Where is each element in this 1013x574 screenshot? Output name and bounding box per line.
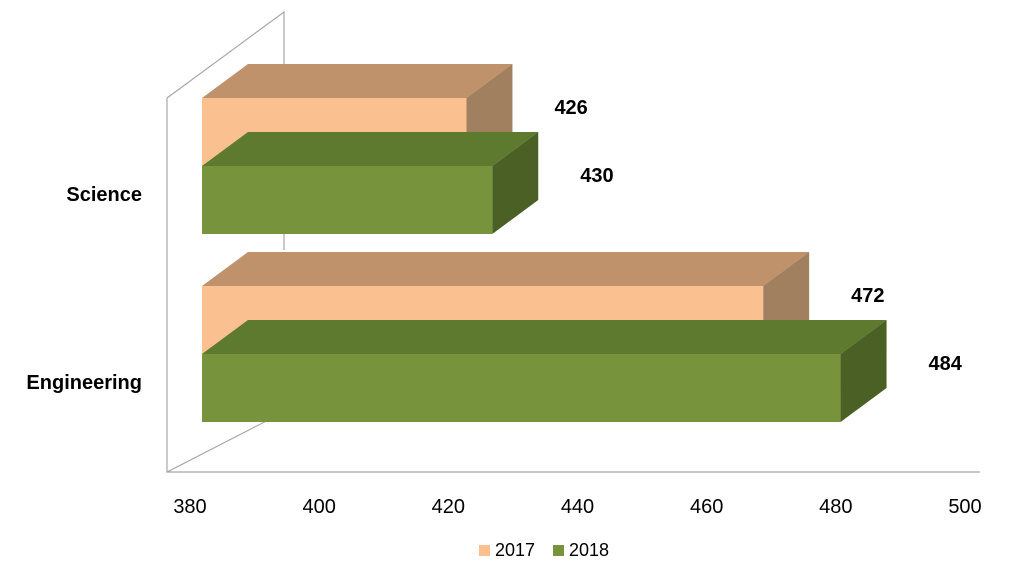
x-tick-label: 400 — [302, 496, 335, 518]
legend-swatch — [553, 545, 564, 556]
bar-top-face — [202, 320, 887, 354]
category-label-engineering: Engineering — [26, 372, 142, 394]
bar-front-face — [202, 166, 493, 234]
legend-item-2017: 2017 — [479, 540, 535, 560]
x-tick-label: 500 — [948, 496, 981, 518]
legend-item-2018: 2018 — [553, 540, 609, 560]
data-label-engineering-2018: 484 — [929, 353, 963, 375]
bar-top-face — [202, 252, 810, 286]
bar-engineering-2018 — [202, 320, 887, 422]
category-label-science: Science — [66, 184, 142, 206]
x-tick-label: 480 — [819, 496, 852, 518]
bar-top-face — [202, 132, 539, 166]
x-tick-label: 460 — [690, 496, 723, 518]
bars-group — [202, 64, 887, 422]
x-tick-label: 380 — [173, 496, 206, 518]
legend-swatch — [479, 545, 490, 556]
x-tick-label: 420 — [432, 496, 465, 518]
labels-group: 426 430 472 484 Science Engineering — [26, 97, 962, 394]
legend: 2017 2018 — [479, 540, 609, 560]
bar-side-face — [492, 132, 539, 234]
legend-label: 2018 — [569, 540, 609, 560]
legend-label: 2017 — [495, 540, 535, 560]
bar-top-face — [202, 64, 513, 98]
data-label-engineering-2017: 472 — [851, 285, 884, 307]
bar-science-2018 — [202, 132, 539, 234]
x-axis: 380 400 420 440 460 480 500 — [173, 496, 981, 518]
data-label-science-2018: 430 — [580, 165, 613, 187]
x-tick-label: 440 — [561, 496, 594, 518]
data-label-science-2017: 426 — [554, 97, 587, 119]
bar-side-face — [840, 320, 887, 422]
bar-front-face — [202, 354, 841, 422]
